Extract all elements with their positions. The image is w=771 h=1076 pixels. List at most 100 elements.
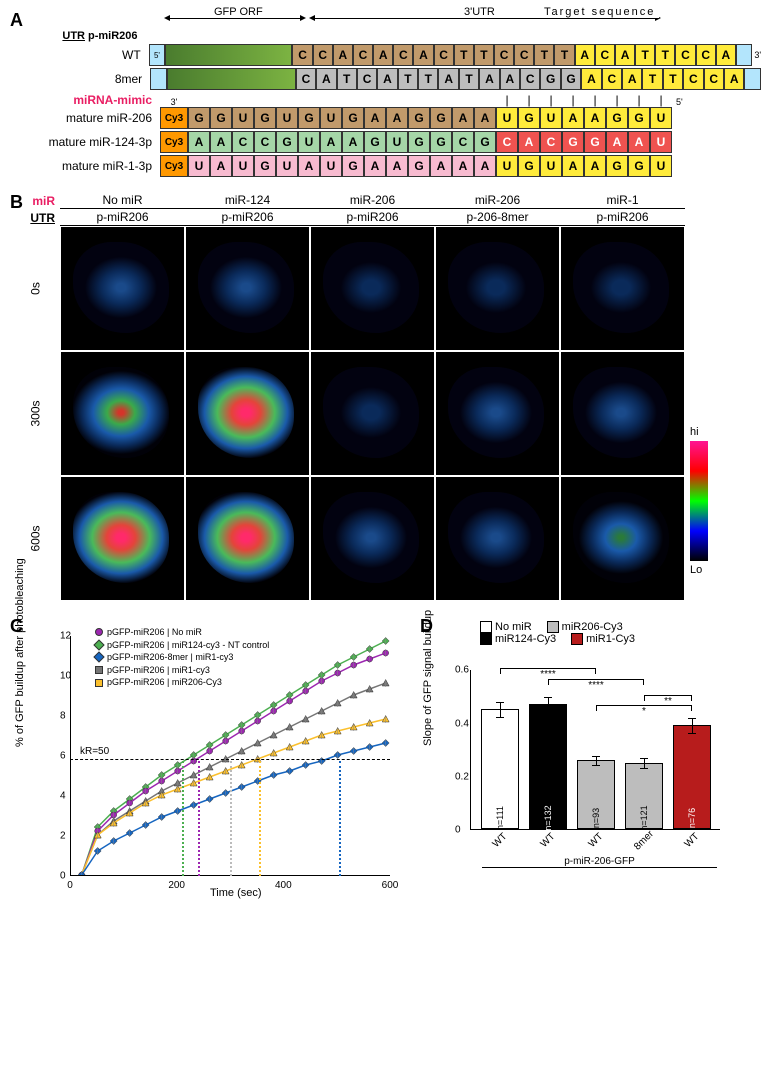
- seq-base: C: [292, 44, 312, 66]
- seq-base: A: [606, 131, 628, 153]
- c-xlabel: Time (sec): [210, 887, 262, 899]
- seq-base: A: [500, 68, 520, 90]
- seq-row-mir206: mature miR-206 Cy3 GGUGUGUGAAGGAAUGUAAGG…: [30, 107, 761, 129]
- c-legend-item: pGFP-miR206-8mer | miR1-cy3: [95, 651, 269, 664]
- mimic-label: miRNA-mimic: [30, 93, 160, 107]
- seq-base: U: [540, 155, 562, 177]
- cy3-label: Cy3: [160, 155, 188, 177]
- seq-base: G: [210, 107, 232, 129]
- seq-base: C: [494, 44, 514, 66]
- d-legend-item: miR206-Cy3: [547, 621, 623, 633]
- seq-base: G: [188, 107, 210, 129]
- c-vdash: [198, 761, 200, 876]
- d-errbar: [500, 702, 501, 718]
- seq-base: G: [584, 131, 606, 153]
- seq-base: G: [408, 107, 430, 129]
- seq-base: A: [479, 68, 499, 90]
- seq-base: C: [434, 44, 454, 66]
- seq-base: T: [663, 68, 683, 90]
- seq-base: G: [540, 68, 560, 90]
- b-cell-img: [61, 477, 184, 600]
- b-utr-header: p-miR206: [310, 209, 435, 226]
- b-cell-img: [61, 227, 184, 350]
- seq-base: A: [413, 44, 433, 66]
- c-legend-item: pGFP-miR206 | No miR: [95, 626, 269, 639]
- seq-base: A: [373, 44, 393, 66]
- seq-base: A: [438, 68, 458, 90]
- seq-base: A: [716, 44, 736, 66]
- b-img-row: [60, 351, 685, 476]
- seq-base: A: [724, 68, 744, 90]
- d-legend-item: miR1-Cy3: [571, 633, 635, 645]
- c-legend-item: pGFP-miR206 | miR1-cy3: [95, 664, 269, 677]
- seq-base: A: [474, 155, 496, 177]
- seq-base: U: [188, 155, 210, 177]
- d-ytick: 0.2: [455, 771, 469, 782]
- gfp-arrow: [170, 18, 300, 19]
- seq-base: C: [313, 44, 333, 66]
- b-cell-img: [61, 352, 184, 475]
- b-mir-header: miR-124: [185, 192, 310, 209]
- seq-base: C: [496, 131, 518, 153]
- seq-base: G: [276, 131, 298, 153]
- seq-base: G: [474, 131, 496, 153]
- seq-base: A: [210, 131, 232, 153]
- seq-base: U: [320, 155, 342, 177]
- seq-base: A: [364, 107, 386, 129]
- seq-base: U: [386, 131, 408, 153]
- seq-base: U: [232, 107, 254, 129]
- b-cell-img: [436, 477, 559, 600]
- d-xlabel: WT: [683, 831, 702, 850]
- b-cell-img: [186, 227, 309, 350]
- pmir-heading: p-miR206: [85, 30, 165, 42]
- seq-base: G: [606, 107, 628, 129]
- seq-base: U: [650, 107, 672, 129]
- seq-row-8mer: 8mer CATCATTATAACGGACATTCCA: [30, 68, 761, 90]
- b-img-row: [60, 476, 685, 601]
- seq-base: T: [418, 68, 438, 90]
- seq-base: T: [635, 44, 655, 66]
- b-cell-img: [311, 352, 434, 475]
- seq-row-mir124: mature miR-124-3p Cy3 AACCGUAAGUGGCGCACG…: [30, 131, 761, 153]
- panel-b: B miR No miRmiR-124miR-206miR-206miR-1 U…: [10, 192, 761, 601]
- seq-base: A: [377, 68, 397, 90]
- c-ytick: 0: [60, 871, 66, 882]
- kr-line: [70, 759, 390, 760]
- seq-base: A: [364, 155, 386, 177]
- d-ytick: 0.6: [455, 665, 469, 676]
- d-errbar: [548, 697, 549, 713]
- cap5: 5': [149, 44, 166, 66]
- c-legend: pGFP-miR206 | No miRpGFP-miR206 | miR124…: [95, 626, 269, 689]
- c-xtick: 600: [382, 880, 399, 891]
- seq-base: A: [562, 107, 584, 129]
- d-bracket: p-miR-206-GFP: [482, 856, 717, 868]
- c-legend-item: pGFP-miR206 | miR124-cy3 - NT control: [95, 639, 269, 652]
- seq-base: T: [398, 68, 418, 90]
- d-bar: n=121 8mer: [625, 763, 663, 830]
- seq-base: U: [496, 107, 518, 129]
- seq-base: T: [655, 44, 675, 66]
- seq-base: C: [683, 68, 703, 90]
- colorbar: hi Lo: [690, 441, 708, 561]
- b-utr-header: p-206-8mer: [435, 209, 560, 226]
- utr3-label: 3'UTR: [460, 6, 499, 18]
- 8mer-label: 8mer: [30, 72, 150, 86]
- d-n-label: n=121: [639, 806, 649, 831]
- panel-a-header: GFP ORF 3'UTR Target sequence: [90, 10, 761, 30]
- seq-base: C: [296, 68, 316, 90]
- seq-base: G: [342, 107, 364, 129]
- d-sig: *: [596, 705, 692, 717]
- utr-heading: UTR: [30, 30, 85, 42]
- seq-base: A: [430, 155, 452, 177]
- seq-base: A: [188, 131, 210, 153]
- kr-label: kR=50: [80, 746, 109, 757]
- seq-base: A: [342, 131, 364, 153]
- d-xlabel: WT: [491, 831, 510, 850]
- seq-base: A: [386, 107, 408, 129]
- d-legend-item: miR124-Cy3: [480, 633, 556, 645]
- c-ytick: 2: [60, 831, 66, 842]
- d-xlabel: WT: [539, 831, 558, 850]
- utr3-arrow: [315, 18, 655, 19]
- seq-base: C: [520, 68, 540, 90]
- seq-base: G: [298, 107, 320, 129]
